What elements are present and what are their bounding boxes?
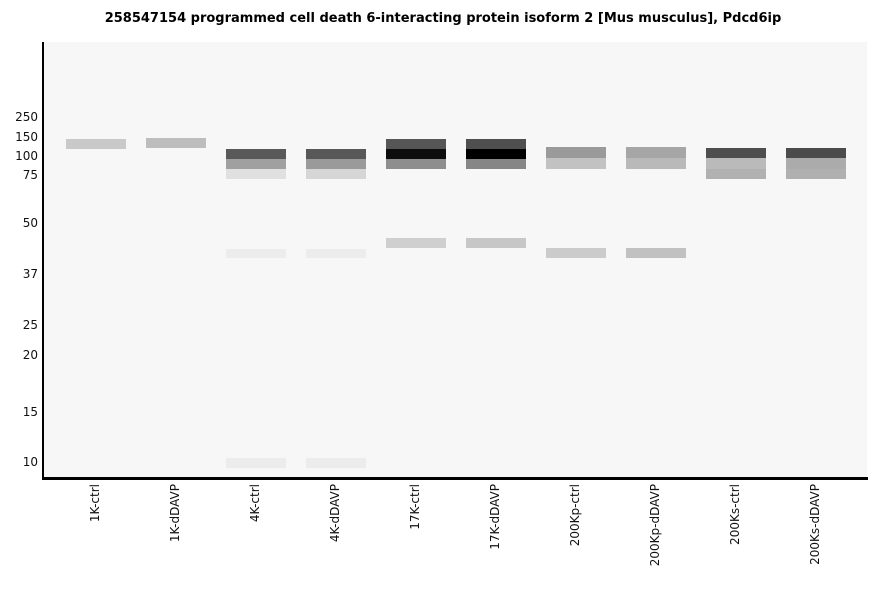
gel-band bbox=[626, 147, 686, 158]
gel-band bbox=[466, 139, 526, 149]
y-tick-label: 100 bbox=[15, 149, 38, 163]
gel-band bbox=[786, 148, 846, 158]
lane-label: 200Ks-ctrl bbox=[728, 484, 742, 545]
lane-label: 1K-dDAVP bbox=[168, 484, 182, 543]
gel-band bbox=[706, 148, 766, 158]
gel-band bbox=[306, 458, 366, 468]
lane-label: 4K-ctrl bbox=[248, 484, 262, 523]
lane-label: 200Kp-dDAVP bbox=[648, 484, 662, 567]
gel-band bbox=[386, 238, 446, 248]
gel-band bbox=[706, 169, 766, 179]
gel-band bbox=[306, 169, 366, 179]
lane-label: 17K-ctrl bbox=[408, 484, 422, 530]
y-tick-label: 250 bbox=[15, 110, 38, 124]
lane-label: 4K-dDAVP bbox=[328, 484, 342, 543]
gel-band bbox=[546, 248, 606, 258]
gel-band bbox=[226, 159, 286, 169]
gel-band bbox=[706, 158, 766, 169]
gel-band bbox=[226, 149, 286, 159]
gel-band bbox=[546, 147, 606, 158]
plot-area bbox=[44, 42, 867, 477]
y-tick-label: 25 bbox=[22, 318, 38, 332]
gel-band bbox=[66, 139, 126, 149]
figure-title: 258547154 programmed cell death 6-intera… bbox=[104, 11, 782, 26]
y-tick-label: 37 bbox=[22, 267, 38, 281]
gel-band bbox=[786, 169, 846, 179]
lane-label: 200Kp-ctrl bbox=[568, 484, 582, 547]
gel-band bbox=[306, 249, 366, 258]
gel-band bbox=[546, 158, 606, 169]
y-tick-label: 15 bbox=[22, 405, 38, 419]
gel-band bbox=[306, 159, 366, 169]
x-axis-line bbox=[42, 477, 868, 480]
gel-band bbox=[466, 159, 526, 169]
gel-band bbox=[786, 158, 846, 169]
y-tick-label: 20 bbox=[22, 348, 38, 362]
lane-label: 17K-dDAVP bbox=[488, 484, 502, 550]
gel-band bbox=[466, 238, 526, 248]
gel-band bbox=[386, 139, 446, 149]
gel-band bbox=[626, 248, 686, 258]
gel-band bbox=[146, 138, 206, 148]
gel-band bbox=[226, 458, 286, 468]
gel-band bbox=[386, 159, 446, 169]
gel-band bbox=[226, 249, 286, 258]
y-axis-line bbox=[42, 42, 44, 478]
gel-band bbox=[386, 149, 446, 159]
gel-band bbox=[466, 149, 526, 159]
y-tick-label: 50 bbox=[22, 216, 38, 230]
y-tick-label: 75 bbox=[22, 168, 38, 182]
y-tick-label: 150 bbox=[15, 130, 38, 144]
lane-label: 1K-ctrl bbox=[88, 484, 102, 523]
gel-band bbox=[306, 149, 366, 159]
lane-label: 200Ks-dDAVP bbox=[808, 484, 822, 565]
gel-band bbox=[626, 158, 686, 169]
y-tick-label: 10 bbox=[22, 455, 38, 469]
gel-band bbox=[226, 169, 286, 179]
